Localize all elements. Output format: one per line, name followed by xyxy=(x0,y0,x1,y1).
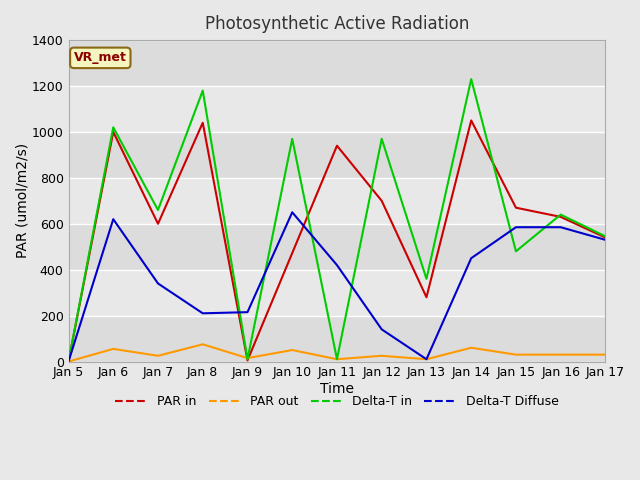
Bar xyxy=(68,132,605,178)
X-axis label: Time: Time xyxy=(320,382,354,396)
PAR out xyxy=(199,341,207,347)
Text: VR_met: VR_met xyxy=(74,51,127,64)
PAR in xyxy=(422,294,430,300)
Bar xyxy=(68,270,605,316)
Delta-T in xyxy=(154,207,162,213)
PAR out xyxy=(512,352,520,358)
PAR in xyxy=(602,235,609,240)
PAR in xyxy=(512,205,520,211)
PAR in xyxy=(109,129,117,135)
Delta-T in xyxy=(244,356,252,362)
Delta-T Diffuse xyxy=(602,237,609,243)
Delta-T Diffuse xyxy=(109,216,117,222)
Delta-T in xyxy=(333,356,341,362)
Delta-T in xyxy=(378,136,385,142)
PAR out xyxy=(289,347,296,353)
Legend: PAR in, PAR out, Delta-T in, Delta-T Diffuse: PAR in, PAR out, Delta-T in, Delta-T Dif… xyxy=(111,390,564,413)
Line: Delta-T Diffuse: Delta-T Diffuse xyxy=(68,212,605,361)
Line: Delta-T in: Delta-T in xyxy=(68,79,605,361)
Bar xyxy=(68,178,605,224)
Line: PAR in: PAR in xyxy=(68,120,605,361)
Delta-T Diffuse xyxy=(557,224,564,230)
PAR in xyxy=(333,143,341,149)
Bar xyxy=(68,86,605,132)
Delta-T in xyxy=(65,359,72,364)
Delta-T in xyxy=(467,76,475,82)
Delta-T Diffuse xyxy=(65,359,72,364)
Bar xyxy=(68,40,605,86)
PAR in xyxy=(65,359,72,364)
Delta-T Diffuse xyxy=(378,326,385,332)
Delta-T in xyxy=(109,124,117,130)
PAR out xyxy=(602,352,609,358)
PAR out xyxy=(378,353,385,359)
PAR out xyxy=(244,355,252,361)
PAR in xyxy=(244,358,252,363)
Delta-T Diffuse xyxy=(244,309,252,315)
Delta-T in xyxy=(199,88,207,94)
Line: PAR out: PAR out xyxy=(68,344,605,361)
PAR out xyxy=(557,352,564,358)
PAR out xyxy=(333,356,341,362)
PAR out xyxy=(154,353,162,359)
Delta-T in xyxy=(557,212,564,217)
PAR in xyxy=(378,198,385,204)
Title: Photosynthetic Active Radiation: Photosynthetic Active Radiation xyxy=(205,15,469,33)
Delta-T Diffuse xyxy=(333,262,341,268)
Bar xyxy=(68,316,605,361)
PAR in xyxy=(557,214,564,220)
Bar xyxy=(68,224,605,270)
Delta-T Diffuse xyxy=(154,281,162,287)
Delta-T Diffuse xyxy=(199,311,207,316)
Delta-T in xyxy=(602,234,609,240)
Delta-T Diffuse xyxy=(289,209,296,215)
PAR in xyxy=(199,120,207,126)
PAR out xyxy=(65,359,72,364)
Y-axis label: PAR (umol/m2/s): PAR (umol/m2/s) xyxy=(15,143,29,258)
Delta-T Diffuse xyxy=(422,356,430,362)
Delta-T in xyxy=(289,136,296,142)
PAR in xyxy=(154,221,162,227)
Delta-T in xyxy=(512,249,520,254)
Delta-T in xyxy=(422,276,430,282)
PAR out xyxy=(109,346,117,352)
PAR out xyxy=(422,356,430,362)
PAR out xyxy=(467,345,475,350)
Delta-T Diffuse xyxy=(467,255,475,261)
Delta-T Diffuse xyxy=(512,224,520,230)
PAR in xyxy=(467,118,475,123)
